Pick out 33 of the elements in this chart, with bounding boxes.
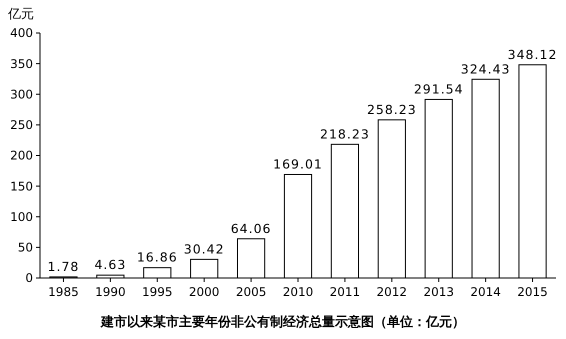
x-tick-label: 2010: [282, 285, 314, 299]
x-tick-label: 2012: [376, 285, 408, 299]
x-tick-label: 2014: [470, 285, 501, 299]
data-label: 16.86: [136, 250, 178, 265]
y-tick-label: 150: [10, 179, 33, 194]
y-tick-label: 350: [10, 56, 33, 71]
y-tick-label: 200: [10, 148, 33, 163]
text: 建市以来某市主要年份非公有制经济总量示意图（单位：亿元）: [100, 314, 465, 330]
data-label: 4.63: [94, 257, 126, 272]
y-tick-label: 100: [10, 210, 33, 224]
data-label: 218.23: [320, 126, 370, 142]
x-tick-label: 2005: [236, 285, 266, 299]
x-tick-label: 2011: [330, 285, 360, 299]
x-tick-label: 2015: [517, 285, 548, 299]
y-tick-label: 250: [10, 118, 33, 132]
y-tick-label: 300: [10, 87, 33, 102]
data-label: 291.54: [414, 81, 464, 96]
data-label: 1.78: [48, 258, 80, 274]
y-tick-label: 400: [10, 26, 33, 40]
y-tick-label: 50: [18, 240, 33, 255]
x-tick-label: 1995: [142, 285, 173, 299]
data-label: 258.23: [366, 102, 417, 117]
x-tick-label: 1990: [95, 285, 126, 299]
data-label: 64.06: [230, 220, 272, 236]
x-tick-label: 2013: [423, 285, 454, 299]
data-label: 169.01: [273, 156, 323, 172]
data-label: 324.43: [460, 61, 511, 76]
data-label: 348.12: [508, 46, 558, 62]
data-label: 30.42: [184, 241, 225, 256]
y-axis-title: 亿元: [7, 7, 34, 22]
x-tick-label: 2000: [188, 285, 220, 299]
y-tick-label: 0: [25, 271, 33, 286]
x-tick-label: 1985: [48, 285, 79, 299]
